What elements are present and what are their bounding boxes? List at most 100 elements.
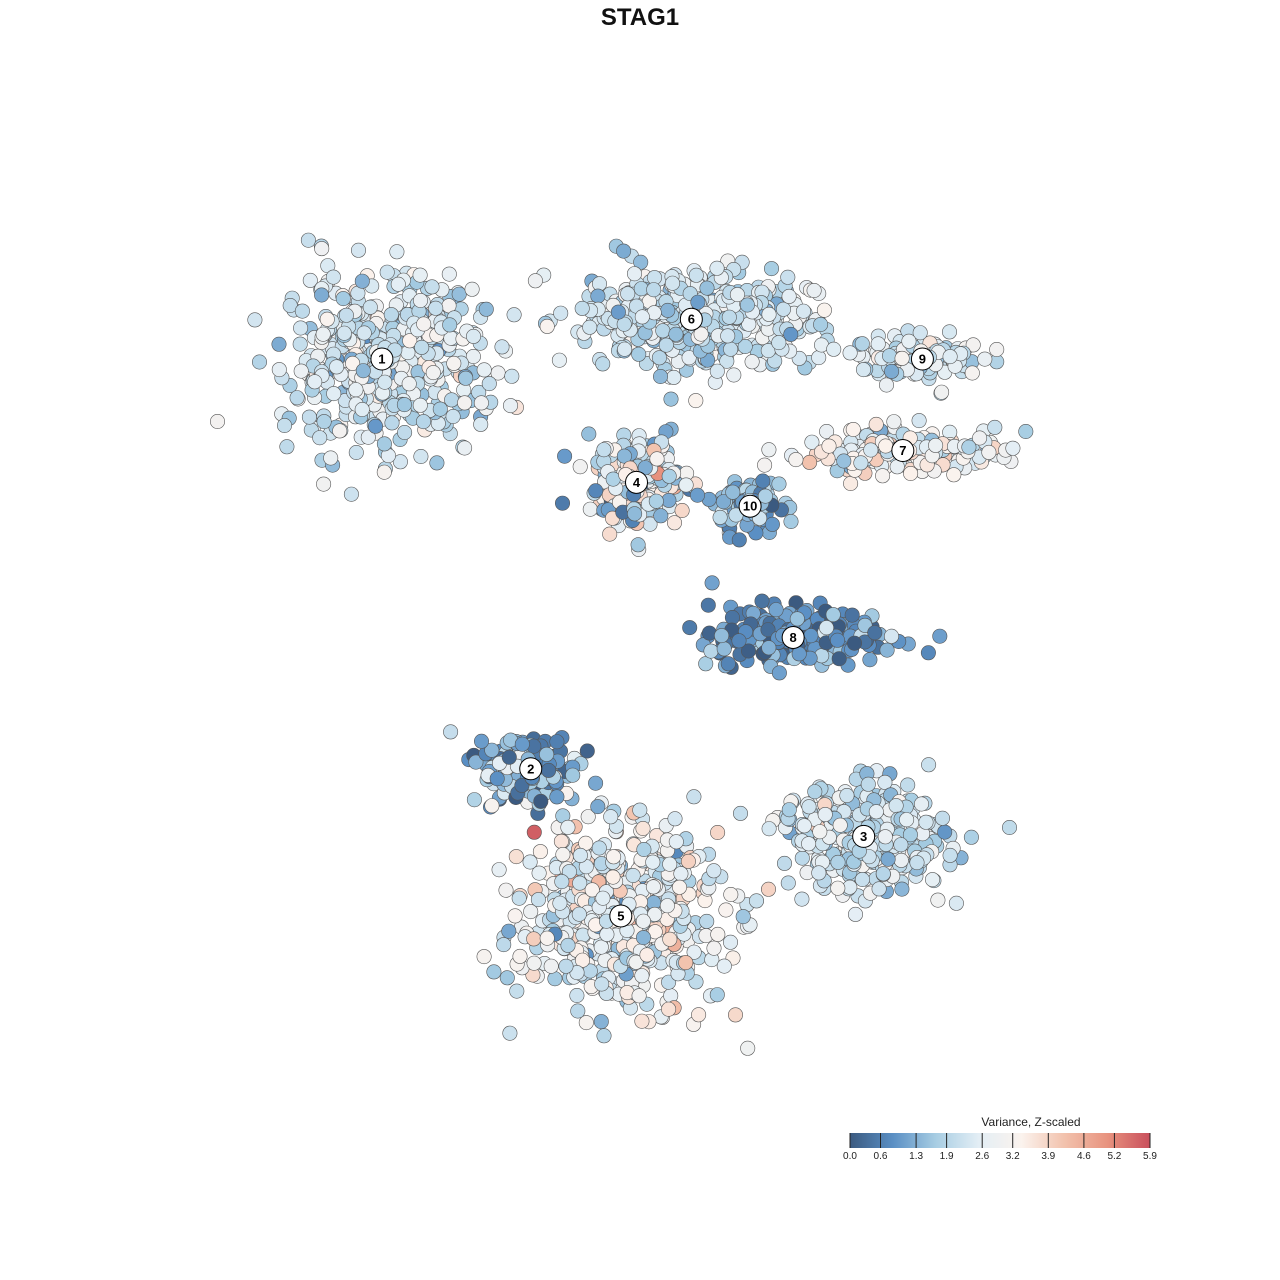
data-point <box>634 1013 650 1029</box>
cluster-label-text: 2 <box>527 761 534 776</box>
data-point <box>574 952 590 968</box>
data-point <box>397 424 413 440</box>
data-point <box>667 811 683 827</box>
data-point <box>473 395 489 411</box>
data-point <box>932 628 948 644</box>
data-point <box>776 855 792 871</box>
data-point <box>376 464 392 480</box>
data-point <box>761 640 777 656</box>
data-point <box>392 454 408 470</box>
data-point <box>729 287 745 303</box>
cluster-label-5: 5 <box>609 904 633 928</box>
data-point <box>867 625 883 641</box>
data-point <box>468 754 484 770</box>
data-point <box>924 872 940 888</box>
data-point <box>909 855 925 871</box>
data-point <box>526 931 542 947</box>
data-point <box>465 328 481 344</box>
data-point <box>301 409 317 425</box>
data-point <box>402 333 418 349</box>
data-point <box>276 417 292 433</box>
data-point <box>871 881 887 897</box>
data-point <box>737 338 753 354</box>
data-point <box>491 862 507 878</box>
data-point <box>595 890 611 906</box>
data-point <box>506 307 522 323</box>
data-point <box>706 863 722 879</box>
data-point <box>761 442 777 458</box>
data-point <box>942 847 958 863</box>
data-point <box>560 937 576 953</box>
data-point <box>704 575 720 591</box>
data-point <box>465 348 481 364</box>
data-point <box>674 502 690 518</box>
data-point <box>879 642 895 658</box>
data-point <box>842 345 858 361</box>
data-point <box>557 448 573 464</box>
data-point <box>987 419 1003 435</box>
data-point <box>631 988 647 1004</box>
data-point <box>319 311 335 327</box>
data-point <box>845 421 861 437</box>
data-point <box>716 958 732 974</box>
data-point <box>760 622 776 638</box>
data-point <box>316 476 332 492</box>
data-point <box>569 987 585 1003</box>
data-point <box>639 947 655 963</box>
data-point <box>539 746 555 762</box>
data-point <box>666 369 682 385</box>
data-point <box>343 486 359 502</box>
data-point <box>781 288 797 304</box>
cluster-label-badge <box>781 626 805 649</box>
data-point <box>596 442 612 458</box>
data-point <box>512 948 528 964</box>
colorbar-tick-label: 5.9 <box>1143 1151 1157 1162</box>
data-point <box>689 487 705 503</box>
data-point <box>354 401 370 417</box>
data-point <box>457 440 473 456</box>
cluster-label-4: 4 <box>625 470 648 494</box>
data-point <box>594 976 610 992</box>
data-point <box>668 834 684 850</box>
cluster-label-text: 5 <box>617 908 624 923</box>
data-point <box>725 484 741 500</box>
data-point <box>509 983 525 999</box>
cluster-label-7: 7 <box>891 439 915 463</box>
data-point <box>616 243 632 259</box>
data-point <box>539 930 555 946</box>
data-point <box>429 455 445 471</box>
data-point <box>582 501 598 517</box>
data-point <box>653 508 669 524</box>
data-point <box>498 882 514 898</box>
data-point <box>918 814 934 830</box>
data-point <box>617 341 633 357</box>
data-point <box>763 261 779 277</box>
data-point <box>678 955 694 971</box>
data-point <box>651 350 667 366</box>
data-point <box>526 955 542 971</box>
cluster-label-badge <box>738 494 762 518</box>
data-point <box>875 866 891 882</box>
data-point <box>862 652 878 668</box>
cluster-label-badge <box>910 347 934 371</box>
data-point <box>396 397 412 413</box>
data-point <box>662 931 678 947</box>
data-point <box>473 733 489 749</box>
data-point <box>780 875 796 891</box>
data-point <box>771 335 787 351</box>
data-point <box>367 418 383 434</box>
data-point <box>720 328 736 344</box>
data-point <box>293 320 309 336</box>
data-point <box>648 493 664 509</box>
cluster-label-6: 6 <box>679 307 703 331</box>
data-point <box>826 341 842 357</box>
data-point <box>543 958 559 974</box>
data-point <box>571 906 587 922</box>
data-point <box>603 809 619 825</box>
data-point <box>574 300 590 316</box>
data-point <box>934 810 950 826</box>
colorbar-gradient <box>850 1133 1150 1148</box>
data-point <box>302 272 318 288</box>
data-point <box>355 363 371 379</box>
